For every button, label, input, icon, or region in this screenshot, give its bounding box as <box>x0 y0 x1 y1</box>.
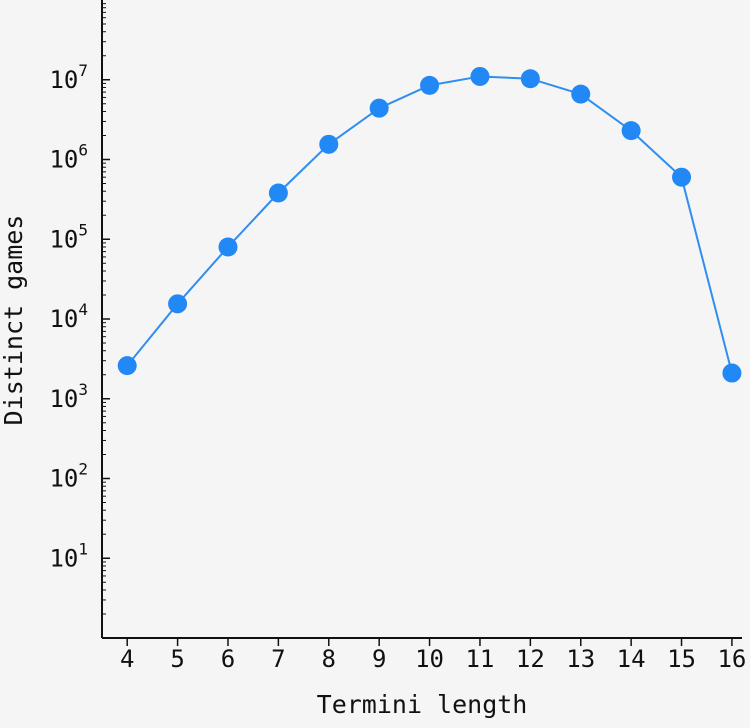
y-ticks: 101 102 103 104 105 106 107 <box>49 3 110 615</box>
data-point <box>672 167 692 187</box>
data-point <box>168 294 188 314</box>
data-point <box>268 183 288 203</box>
y-tick-label: 103 <box>49 380 88 413</box>
data-point <box>319 134 339 154</box>
x-tick-label: 14 <box>617 645 646 673</box>
data-point <box>470 66 490 86</box>
x-tick-label: 6 <box>221 645 235 673</box>
series <box>117 66 742 383</box>
x-tick-label: 15 <box>667 645 696 673</box>
x-tick-label: 13 <box>566 645 595 673</box>
data-point <box>369 98 389 118</box>
data-point <box>117 356 137 376</box>
y-axis-title: Distinct games <box>0 215 28 426</box>
data-point <box>722 363 742 383</box>
data-point <box>571 84 591 104</box>
y-tick-label: 104 <box>49 300 88 333</box>
y-tick-label: 107 <box>49 61 88 94</box>
x-tick-label: 4 <box>120 645 134 673</box>
x-ticks: 4 5 6 7 8 9 10 11 12 13 14 15 16 <box>120 638 746 673</box>
data-point <box>218 237 238 257</box>
axes <box>101 0 742 639</box>
x-tick-label: 11 <box>465 645 494 673</box>
data-point <box>520 69 540 89</box>
data-point <box>621 121 641 141</box>
y-tick-label: 105 <box>49 220 88 253</box>
x-tick-label: 10 <box>415 645 444 673</box>
y-tick-label: 106 <box>49 141 88 174</box>
y-tick-label: 102 <box>49 460 88 493</box>
data-point <box>420 75 440 95</box>
x-tick-label: 12 <box>516 645 545 673</box>
x-tick-label: 7 <box>271 645 285 673</box>
y-tick-label: 101 <box>49 539 88 572</box>
x-tick-label: 9 <box>372 645 386 673</box>
x-axis-title: Termini length <box>317 690 528 719</box>
x-tick-label: 5 <box>170 645 184 673</box>
x-tick-label: 16 <box>717 645 746 673</box>
series-line <box>126 75 733 374</box>
x-tick-label: 8 <box>322 645 336 673</box>
